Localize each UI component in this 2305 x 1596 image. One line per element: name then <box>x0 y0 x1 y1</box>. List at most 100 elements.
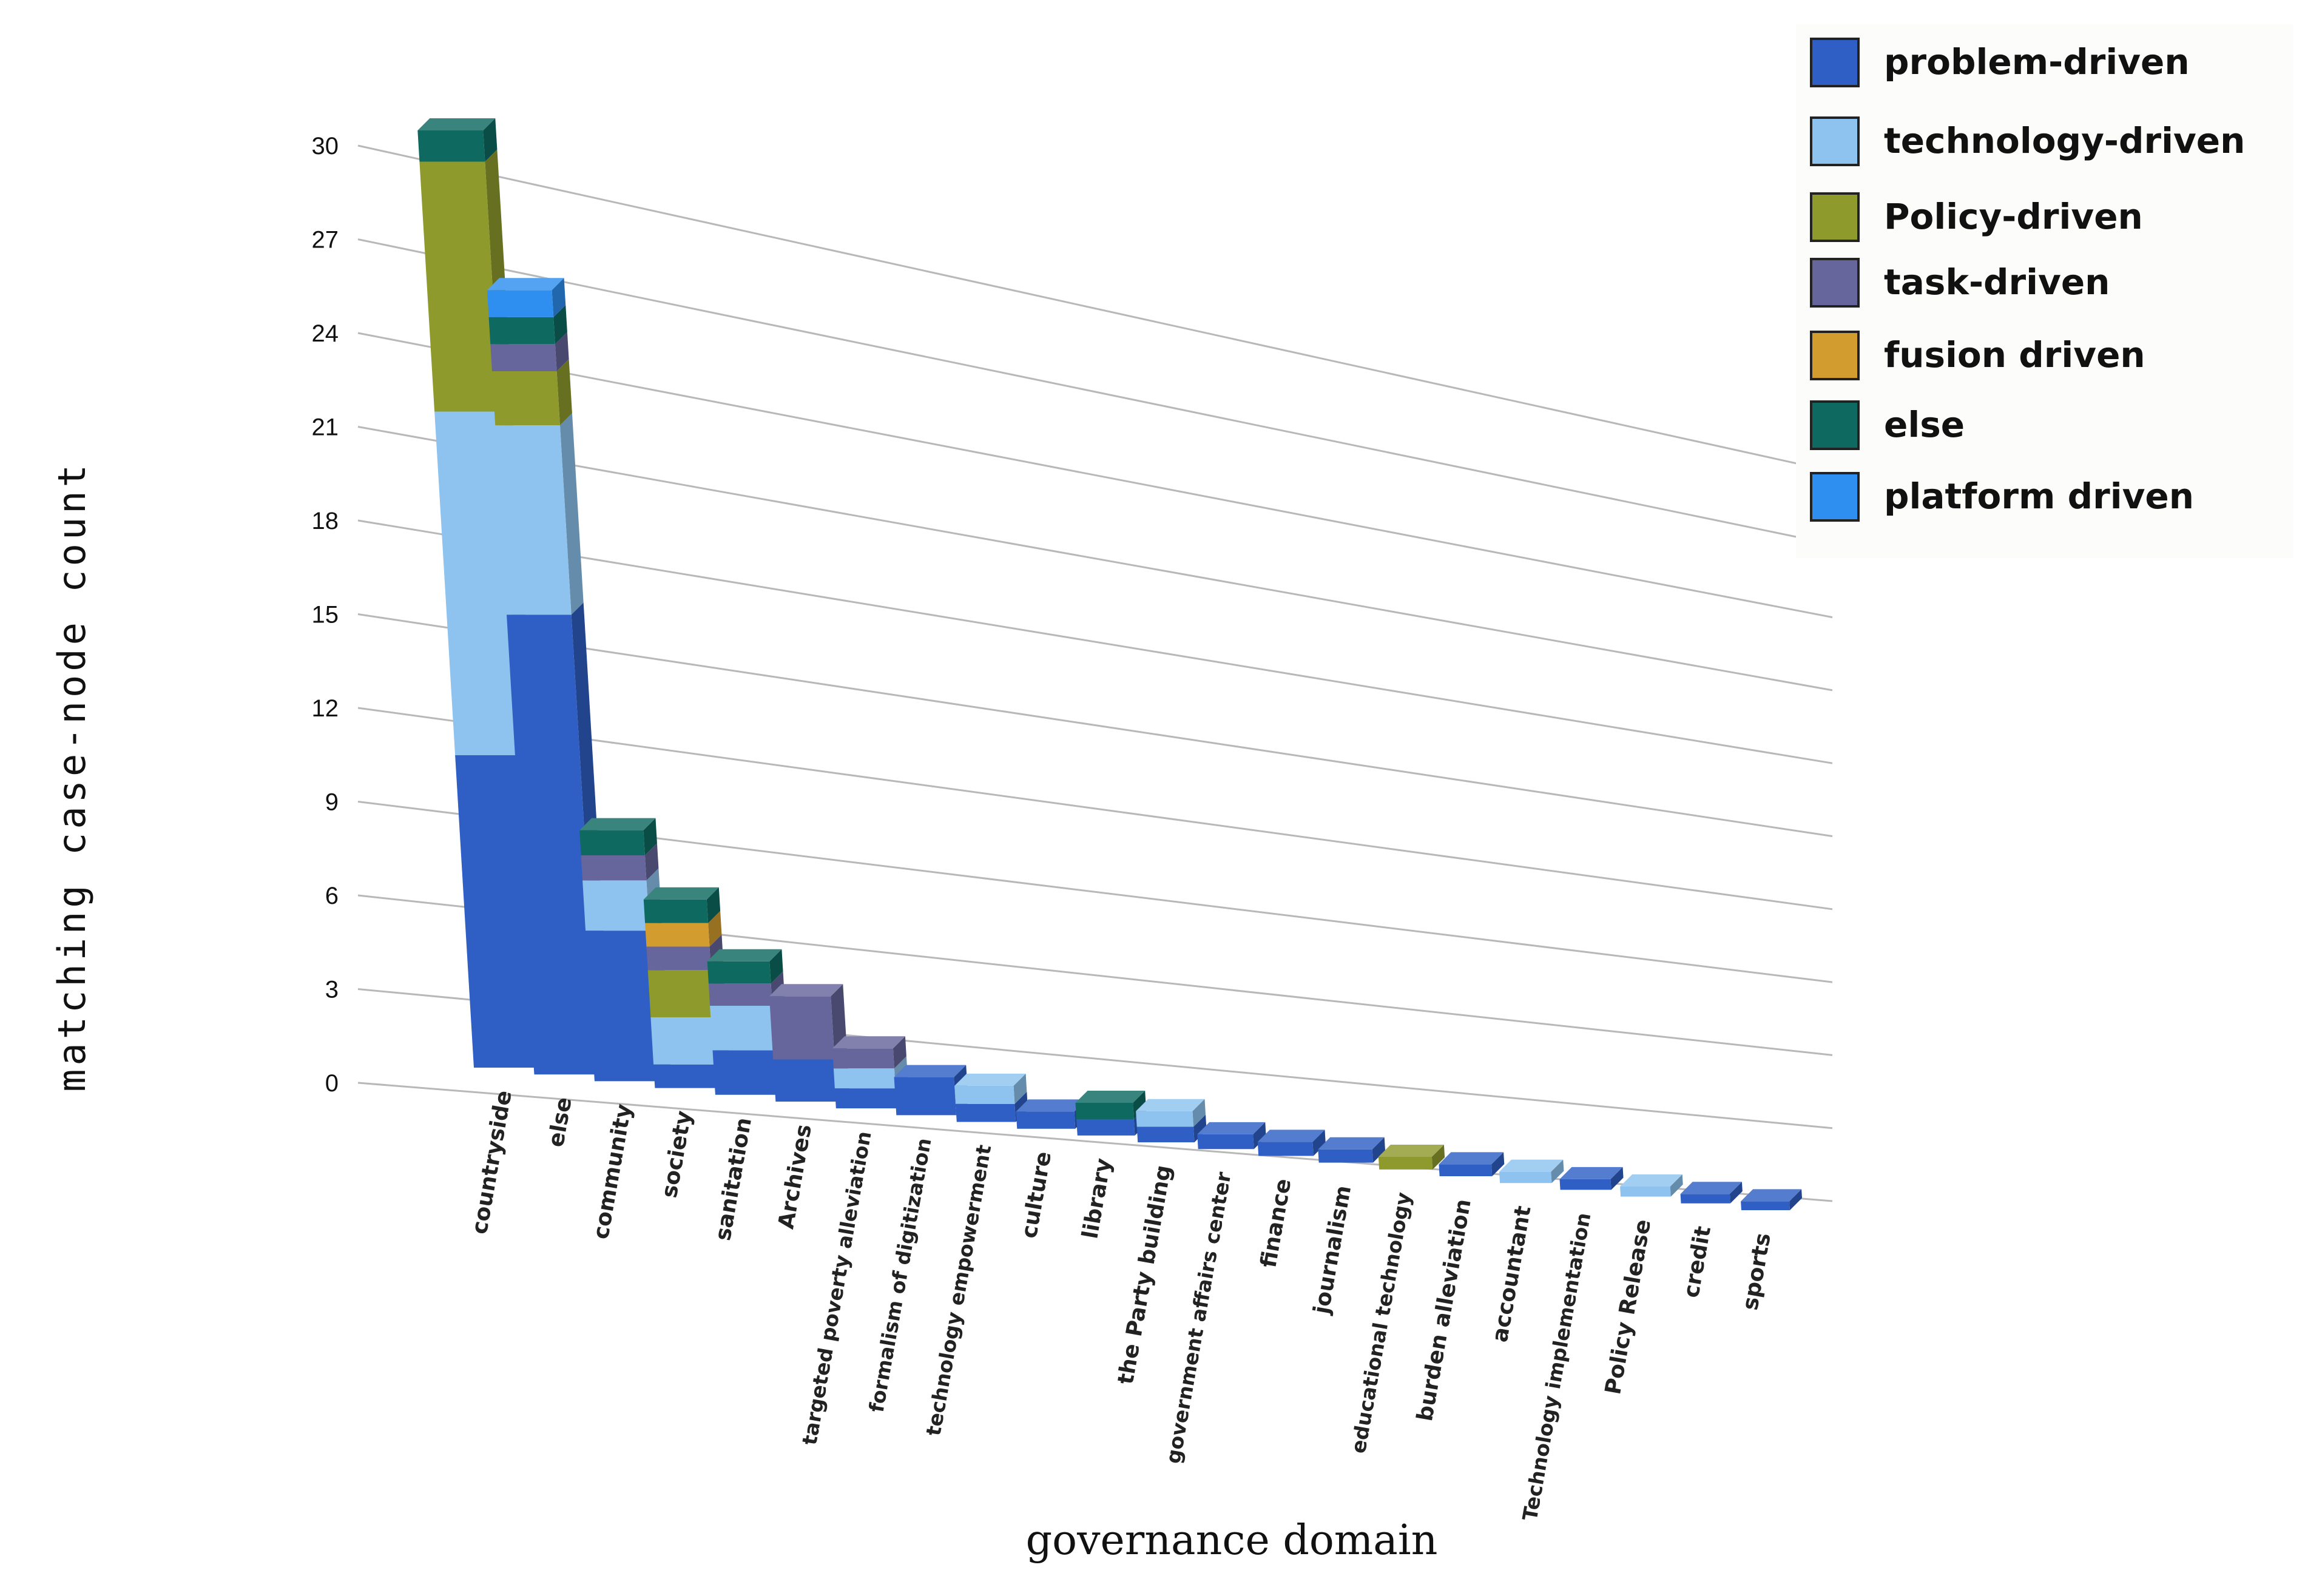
x-tick-label: community <box>589 1102 637 1241</box>
bar-policy-driven-segment <box>419 161 501 412</box>
x-tick-label: finance <box>1256 1177 1296 1270</box>
bar-else-side <box>706 887 721 923</box>
bar-problem-driven-segment <box>1136 1126 1195 1143</box>
legend-label: technology-driven <box>1884 120 2245 161</box>
bar-else-side <box>769 949 783 984</box>
bar-technology-driven-side <box>1013 1073 1027 1104</box>
x-tick-label: Technology implementation <box>1518 1211 1596 1523</box>
bar-task-driven-side <box>893 1036 906 1069</box>
bar-problem-driven-top <box>1741 1189 1802 1202</box>
y-tick-label: 6 <box>325 883 339 909</box>
y-axis-label: matching case-node count <box>50 461 94 1092</box>
x-tick-label: formalism of digitization <box>865 1136 936 1414</box>
x-tick-label: targeted poverty alleviation <box>797 1130 876 1447</box>
bar-problem-driven-segment <box>712 1050 778 1095</box>
x-tick-label: credit <box>1679 1224 1716 1299</box>
x-axis-label: governance domain <box>1026 1517 1438 1564</box>
bar-technology-driven-top <box>1620 1174 1682 1187</box>
bar-problem-driven-segment <box>1257 1142 1314 1156</box>
bar-task-driven-side <box>555 332 569 371</box>
x-tick-label: technology empowerment <box>922 1143 996 1438</box>
x-tick-label: government affairs center <box>1161 1170 1236 1465</box>
gridline <box>357 144 1833 473</box>
bar-problem-driven-segment <box>834 1088 897 1109</box>
legend-label: platform driven <box>1884 476 2194 517</box>
x-axis-categories: countryside else community society sanitatio… <box>467 1088 1776 1522</box>
bars <box>417 118 1802 1210</box>
bar-problem-driven-segment <box>455 755 539 1068</box>
legend-swatch-platform-driven <box>1810 472 1860 522</box>
x-tick-label: burden alleviation <box>1412 1197 1476 1423</box>
bar-problem-driven-segment <box>1318 1149 1373 1163</box>
bar-policy-driven-side <box>1431 1145 1445 1170</box>
bar-fusion-driven-side <box>708 911 722 947</box>
x-tick-label: sports <box>1738 1231 1776 1311</box>
bar-stack-sports <box>1741 1189 1802 1210</box>
x-tick-label: journalism <box>1309 1184 1356 1317</box>
bar-technology-driven-side <box>1670 1174 1683 1197</box>
bar-else-segment <box>579 830 645 856</box>
legend-swatch-technology-driven <box>1810 116 1860 166</box>
x-tick-label: countryside <box>467 1088 517 1236</box>
bar-else-side <box>553 305 567 345</box>
bar-technology-driven-segment <box>1499 1171 1552 1184</box>
bar-problem-driven-segment <box>1680 1194 1730 1204</box>
bar-technology-driven-segment <box>710 1006 775 1051</box>
gridline <box>357 238 1833 545</box>
bar-task-driven-segment <box>646 946 711 971</box>
bar-else-segment <box>488 317 555 345</box>
bar-problem-driven-top <box>894 1065 967 1077</box>
bar-problem-driven-segment <box>1559 1179 1611 1190</box>
bar-problem-driven-segment <box>586 931 659 1082</box>
bar-else-top <box>707 949 782 961</box>
bar-problem-driven-top <box>1439 1152 1504 1165</box>
y-axis-ticks: 0 3 6 9 12 15 18 21 24 27 30 <box>312 133 339 1097</box>
y-tick-label: 0 <box>325 1070 339 1097</box>
y-tick-label: 24 <box>312 320 339 347</box>
bar-technology-driven-side <box>1551 1159 1564 1184</box>
bar-else-segment <box>643 899 709 923</box>
bar-technology-driven-segment <box>582 880 650 931</box>
bar-problem-driven-segment <box>1076 1119 1135 1136</box>
legend-swatch-fusion-driven <box>1810 331 1860 380</box>
y-tick-label: 27 <box>312 227 339 254</box>
bar-problem-driven-side <box>1491 1152 1505 1177</box>
bar-task-driven-side <box>644 843 659 881</box>
bar-stack-technology-empowerment <box>954 1073 1028 1122</box>
bar-else-segment <box>707 961 771 984</box>
bar-else-segment <box>1075 1102 1134 1119</box>
bar-else-top <box>1075 1090 1146 1103</box>
bar-policy-driven-top <box>1378 1145 1444 1157</box>
y-tick-label: 21 <box>312 414 339 441</box>
bar-problem-driven-side <box>1193 1114 1207 1143</box>
bar-else-segment <box>417 130 485 162</box>
bar-policy-driven-segment <box>491 371 560 426</box>
x-tick-label: society <box>657 1109 697 1200</box>
bar-technology-driven-segment <box>1136 1111 1194 1127</box>
y-tick-label: 9 <box>325 789 339 816</box>
gridline <box>357 426 1833 692</box>
bar-task-driven-segment <box>581 855 647 881</box>
bar-technology-driven-segment <box>434 411 521 755</box>
x-tick-label: sanitation <box>710 1116 757 1242</box>
bar-technology-driven-segment <box>495 425 572 615</box>
bar-technology-driven-segment <box>650 1017 717 1065</box>
bar-else-side <box>643 818 657 856</box>
bar-technology-driven-side <box>559 413 584 615</box>
bar-technology-driven-top <box>954 1073 1026 1086</box>
bar-problem-driven-side <box>1253 1122 1266 1150</box>
legend-label: problem-driven <box>1884 41 2190 82</box>
bar-task-driven-segment <box>769 996 835 1060</box>
y-tick-label: 30 <box>312 133 339 160</box>
bar-technology-driven-segment <box>1620 1187 1671 1197</box>
bar-platform-driven-top <box>487 278 564 291</box>
bar-problem-driven-side <box>1610 1167 1624 1190</box>
legend-label: else <box>1884 404 1965 445</box>
legend-label: task-driven <box>1884 261 2110 303</box>
bar-problem-driven-side <box>1312 1130 1326 1156</box>
legend-label: fusion driven <box>1884 334 2145 375</box>
gridline <box>357 707 1833 911</box>
legend-background <box>1796 24 2293 558</box>
bar-policy-driven-side <box>556 359 572 426</box>
